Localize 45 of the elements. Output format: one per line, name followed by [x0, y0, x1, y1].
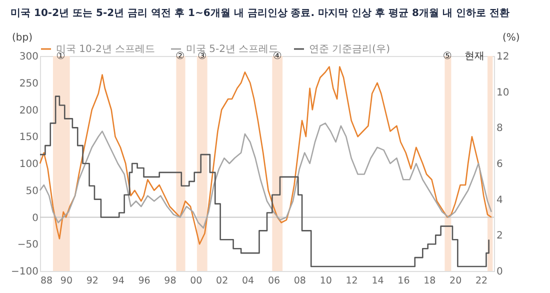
- x-tick-label: 20: [450, 276, 462, 286]
- y2-tick-label: 4: [496, 194, 503, 206]
- x-tick-label: 94: [112, 276, 124, 286]
- y2-tick-label: 8: [496, 123, 503, 134]
- x-tick-label: 06: [268, 276, 280, 286]
- x-tick-label: 04: [242, 276, 254, 286]
- annotation: ②: [176, 51, 185, 62]
- x-tick-label: 88: [40, 276, 53, 286]
- y2-tick-label: 0: [496, 266, 503, 278]
- x-tick-label: 92: [86, 276, 98, 286]
- x-tick-label: 12: [346, 276, 358, 286]
- y2-tick-label: 2: [496, 230, 503, 242]
- x-tick-label: 18: [424, 276, 436, 286]
- x-tick-label: 98: [164, 276, 176, 286]
- x-tick-label: 96: [138, 276, 150, 286]
- x-tick-label: 90: [60, 276, 72, 286]
- chart-title: 미국 10-2년 또는 5-2년 금리 역전 후 1~6개월 내 금리인상 종료. 마지막 인상 후 평균 8개월 내 인하로 전환: [10, 8, 510, 19]
- y2-tick-label: 10: [496, 87, 510, 98]
- line-series: [39, 122, 492, 229]
- y-tick-label: 0: [32, 212, 38, 224]
- y-tick-label: 50: [26, 186, 38, 197]
- annotation: ④: [272, 51, 282, 62]
- annotation: ⑤: [442, 51, 452, 62]
- y2-tick-label: 12: [496, 52, 510, 62]
- x-tick-label: 10: [320, 276, 332, 286]
- annotation: 현재: [464, 51, 485, 62]
- y-tick-label: −100: [11, 266, 38, 278]
- y-tick-label: 100: [19, 159, 38, 170]
- x-tick-label: 22: [475, 276, 488, 286]
- line-series: [39, 66, 492, 245]
- x-tick-label: 02: [216, 276, 228, 286]
- annotation: ③: [198, 51, 207, 62]
- legend-label: 연준 기준금리(우): [309, 44, 390, 55]
- x-tick-label: 00: [190, 276, 202, 286]
- y-tick-label: 300: [19, 52, 38, 62]
- x-tick-label: 16: [398, 276, 410, 286]
- y-tick-label: 250: [19, 78, 38, 90]
- y-tick-label: 200: [19, 105, 38, 116]
- y-tick-label: 150: [19, 132, 38, 144]
- y-tick-label: −50: [17, 240, 38, 251]
- x-tick-label: 14: [372, 276, 384, 286]
- x-tick-label: 08: [294, 276, 306, 286]
- y2-tick-label: 6: [496, 159, 503, 170]
- y-axis-title: (bp): [12, 32, 33, 44]
- y2-axis-title: (%): [502, 32, 520, 44]
